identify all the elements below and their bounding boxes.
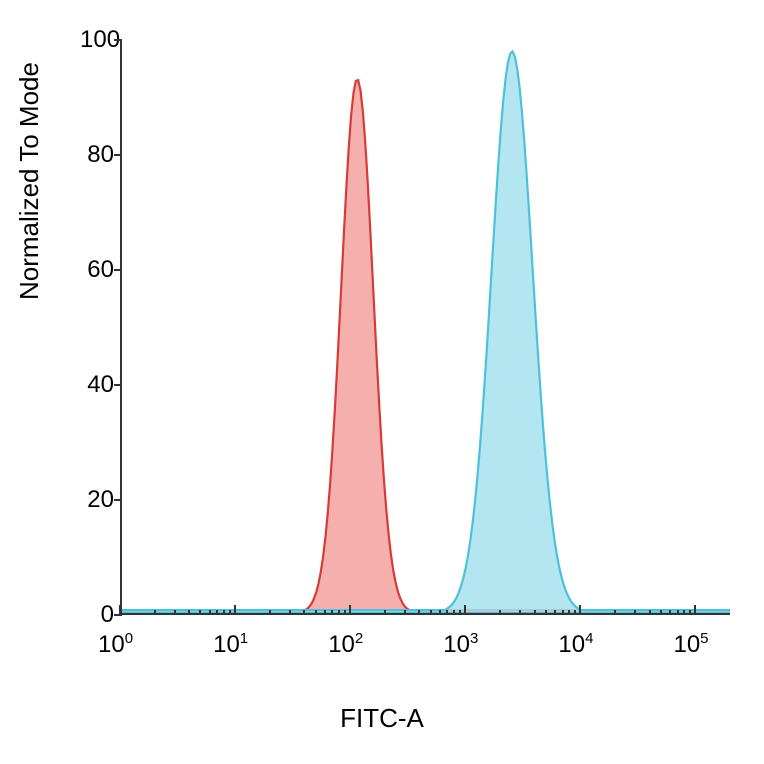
y-tick-label: 80 bbox=[80, 141, 114, 169]
histogram-svg bbox=[122, 40, 730, 613]
x-minor-tick bbox=[453, 610, 455, 615]
x-minor-tick bbox=[209, 610, 211, 615]
series-sample-blue bbox=[122, 51, 730, 613]
x-tick-label: 104 bbox=[558, 630, 593, 659]
x-tick-label: 103 bbox=[443, 630, 478, 659]
x-minor-tick bbox=[499, 610, 501, 615]
x-minor-tick bbox=[568, 610, 570, 615]
x-tick-mark bbox=[694, 605, 696, 615]
x-minor-tick bbox=[188, 610, 190, 615]
x-minor-tick bbox=[554, 610, 556, 615]
x-minor-tick bbox=[384, 610, 386, 615]
x-minor-tick bbox=[324, 610, 326, 615]
x-minor-tick bbox=[338, 610, 340, 615]
series-control-red bbox=[122, 80, 730, 613]
x-minor-tick bbox=[269, 610, 271, 615]
x-minor-tick bbox=[154, 610, 156, 615]
x-minor-tick bbox=[446, 610, 448, 615]
x-tick-label: 101 bbox=[213, 630, 248, 659]
x-tick-mark bbox=[579, 605, 581, 615]
x-tick-label: 100 bbox=[98, 630, 133, 659]
y-tick-label: 60 bbox=[80, 256, 114, 284]
x-minor-tick bbox=[216, 610, 218, 615]
y-tick-mark bbox=[114, 154, 122, 156]
x-tick-mark bbox=[119, 605, 121, 615]
plot-area bbox=[120, 40, 730, 615]
x-minor-tick bbox=[634, 610, 636, 615]
x-minor-tick bbox=[439, 610, 441, 615]
x-minor-tick bbox=[459, 610, 461, 615]
x-minor-tick bbox=[689, 610, 691, 615]
x-tick-label: 105 bbox=[673, 630, 708, 659]
flow-cytometry-histogram: Normalized To Mode FITC-A 0 20 40 60 80 100 1… bbox=[0, 0, 764, 764]
y-tick-label: 0 bbox=[80, 601, 114, 629]
x-minor-tick bbox=[430, 610, 432, 615]
x-minor-tick bbox=[660, 610, 662, 615]
x-minor-tick bbox=[404, 610, 406, 615]
x-tick-label: 102 bbox=[328, 630, 363, 659]
x-tick-mark bbox=[349, 605, 351, 615]
y-tick-label: 100 bbox=[80, 26, 114, 54]
x-minor-tick bbox=[519, 610, 521, 615]
x-minor-tick bbox=[315, 610, 317, 615]
y-tick-mark bbox=[114, 384, 122, 386]
x-axis-label: FITC-A bbox=[0, 703, 764, 734]
x-minor-tick bbox=[331, 610, 333, 615]
x-minor-tick bbox=[574, 610, 576, 615]
x-minor-tick bbox=[289, 610, 291, 615]
x-minor-tick bbox=[562, 610, 564, 615]
x-minor-tick bbox=[174, 610, 176, 615]
y-tick-label: 20 bbox=[80, 486, 114, 514]
x-minor-tick bbox=[683, 610, 685, 615]
x-minor-tick bbox=[614, 610, 616, 615]
x-minor-tick bbox=[534, 610, 536, 615]
y-tick-mark bbox=[114, 269, 122, 271]
x-minor-tick bbox=[649, 610, 651, 615]
x-minor-tick bbox=[229, 610, 231, 615]
x-tick-mark bbox=[464, 605, 466, 615]
y-tick-mark bbox=[114, 499, 122, 501]
x-minor-tick bbox=[669, 610, 671, 615]
x-minor-tick bbox=[223, 610, 225, 615]
x-minor-tick bbox=[344, 610, 346, 615]
x-minor-tick bbox=[545, 610, 547, 615]
y-tick-label: 40 bbox=[80, 371, 114, 399]
x-minor-tick bbox=[303, 610, 305, 615]
x-minor-tick bbox=[677, 610, 679, 615]
x-minor-tick bbox=[199, 610, 201, 615]
y-tick-mark bbox=[114, 39, 122, 41]
x-tick-mark bbox=[234, 605, 236, 615]
x-minor-tick bbox=[418, 610, 420, 615]
y-axis-label: Normalized To Mode bbox=[14, 62, 45, 300]
